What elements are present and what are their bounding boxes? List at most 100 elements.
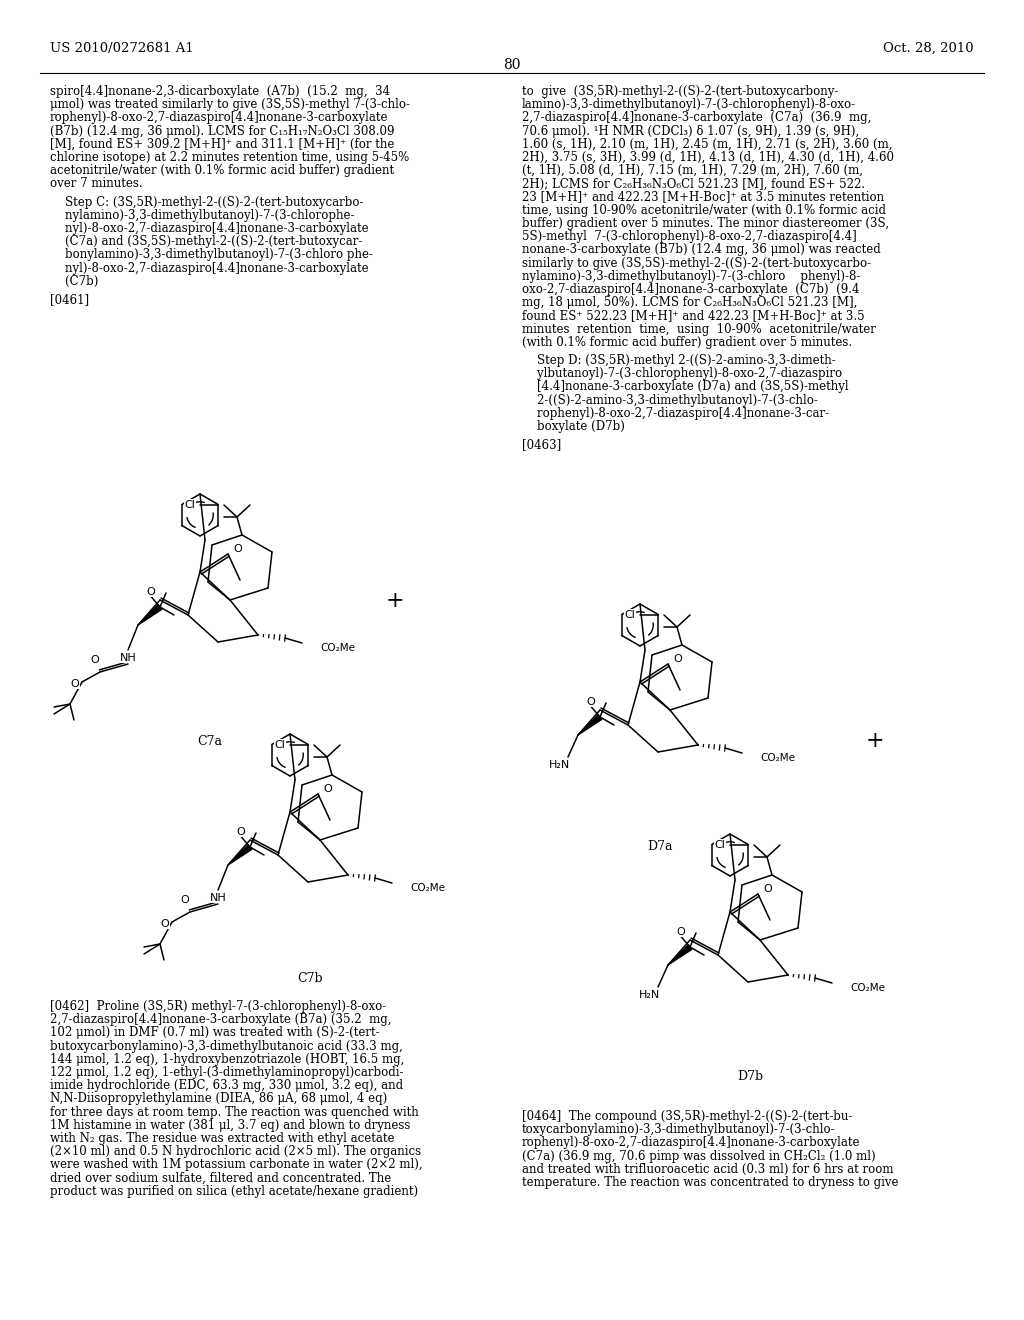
Text: CO₂Me: CO₂Me: [319, 643, 355, 653]
Polygon shape: [228, 845, 252, 865]
Text: 2H), 3.75 (s, 3H), 3.99 (d, 1H), 4.13 (d, 1H), 4.30 (d, 1H), 4.60: 2H), 3.75 (s, 3H), 3.99 (d, 1H), 4.13 (d…: [522, 150, 894, 164]
Text: O: O: [764, 884, 772, 894]
Text: rophenyl)-8-oxo-2,7-diazaspiro[4.4]nonane-3-car-: rophenyl)-8-oxo-2,7-diazaspiro[4.4]nonan…: [522, 407, 829, 420]
Text: spiro[4.4]nonane-2,3-dicarboxylate  (A7b)  (15.2  mg,  34: spiro[4.4]nonane-2,3-dicarboxylate (A7b)…: [50, 84, 390, 98]
Text: O: O: [146, 587, 156, 597]
Text: 23 [M+H]⁺ and 422.23 [M+H-Boc]⁺ at 3.5 minutes retention: 23 [M+H]⁺ and 422.23 [M+H-Boc]⁺ at 3.5 m…: [522, 190, 884, 203]
Text: +: +: [386, 590, 404, 612]
Text: rophenyl)-8-oxo-2,7-diazaspiro[4.4]nonane-3-carboxylate: rophenyl)-8-oxo-2,7-diazaspiro[4.4]nonan…: [50, 111, 388, 124]
Text: minutes  retention  time,  using  10-90%  acetonitrile/water: minutes retention time, using 10-90% ace…: [522, 322, 876, 335]
Text: with N₂ gas. The residue was extracted with ethyl acetate: with N₂ gas. The residue was extracted w…: [50, 1133, 394, 1144]
Text: CO₂Me: CO₂Me: [760, 752, 795, 763]
Text: to  give  (3S,5R)-methyl-2-((S)-2-(tert-butoxycarbony-: to give (3S,5R)-methyl-2-((S)-2-(tert-bu…: [522, 84, 839, 98]
Text: μmol) was treated similarly to give (3S,5S)-methyl 7-(3-chlo-: μmol) was treated similarly to give (3S,…: [50, 98, 410, 111]
Text: H₂N: H₂N: [639, 990, 660, 1001]
Text: acetonitrile/water (with 0.1% formic acid buffer) gradient: acetonitrile/water (with 0.1% formic aci…: [50, 164, 394, 177]
Text: 144 μmol, 1.2 eq), 1-hydroxybenzotriazole (HOBT, 16.5 mg,: 144 μmol, 1.2 eq), 1-hydroxybenzotriazol…: [50, 1053, 404, 1065]
Text: buffer) gradient over 5 minutes. The minor diastereomer (3S,: buffer) gradient over 5 minutes. The min…: [522, 216, 889, 230]
Text: (t, 1H), 5.08 (d, 1H), 7.15 (m, 1H), 7.29 (m, 2H), 7.60 (m,: (t, 1H), 5.08 (d, 1H), 7.15 (m, 1H), 7.2…: [522, 164, 863, 177]
Text: O: O: [71, 678, 80, 689]
Polygon shape: [668, 945, 692, 965]
Text: D7b: D7b: [737, 1071, 763, 1082]
Text: CO₂Me: CO₂Me: [850, 983, 885, 993]
Polygon shape: [138, 605, 162, 624]
Text: [0461]: [0461]: [50, 293, 89, 306]
Text: [0463]: [0463]: [522, 438, 561, 451]
Text: C7b: C7b: [297, 972, 323, 985]
Text: similarly to give (3S,5S)-methyl-2-((S)-2-(tert-butoxycarbo-: similarly to give (3S,5S)-methyl-2-((S)-…: [522, 256, 871, 269]
Text: (B7b) (12.4 mg, 36 μmol). LCMS for C₁₅H₁₇N₂O₃Cl 308.09: (B7b) (12.4 mg, 36 μmol). LCMS for C₁₅H₁…: [50, 124, 394, 137]
Text: NH: NH: [210, 894, 226, 903]
Text: US 2010/0272681 A1: US 2010/0272681 A1: [50, 42, 194, 55]
Text: [0462]  Proline (3S,5R) methyl-7-(3-chlorophenyl)-8-oxo-: [0462] Proline (3S,5R) methyl-7-(3-chlor…: [50, 1001, 386, 1012]
Text: O: O: [180, 895, 189, 906]
Text: (C7b): (C7b): [50, 275, 98, 288]
Text: CO₂Me: CO₂Me: [410, 883, 445, 894]
Text: lamino)-3,3-dimethylbutanoyl)-7-(3-chlorophenyl)-8-oxo-: lamino)-3,3-dimethylbutanoyl)-7-(3-chlor…: [522, 98, 856, 111]
Text: were washed with 1M potassium carbonate in water (2×2 ml),: were washed with 1M potassium carbonate …: [50, 1159, 423, 1171]
Text: dried over sodium sulfate, filtered and concentrated. The: dried over sodium sulfate, filtered and …: [50, 1172, 391, 1184]
Text: nylamino)-3,3-dimethylbutanoyl)-7-(3-chlorophe-: nylamino)-3,3-dimethylbutanoyl)-7-(3-chl…: [50, 209, 354, 222]
Text: bonylamino)-3,3-dimethylbutanoyl)-7-(3-chloro phe-: bonylamino)-3,3-dimethylbutanoyl)-7-(3-c…: [50, 248, 373, 261]
Text: 5S)-methyl  7-(3-chlorophenyl)-8-oxo-2,7-diazaspiro[4.4]: 5S)-methyl 7-(3-chlorophenyl)-8-oxo-2,7-…: [522, 230, 857, 243]
Text: Cl: Cl: [715, 840, 726, 850]
Text: O: O: [233, 544, 243, 554]
Text: Cl: Cl: [184, 499, 196, 510]
Text: ylbutanoyl)-7-(3-chlorophenyl)-8-oxo-2,7-diazaspiro: ylbutanoyl)-7-(3-chlorophenyl)-8-oxo-2,7…: [522, 367, 842, 380]
Polygon shape: [578, 714, 602, 735]
Text: H₂N: H₂N: [549, 760, 570, 770]
Text: 70.6 μmol). ¹H NMR (CDCl₃) δ 1.07 (s, 9H), 1.39 (s, 9H),: 70.6 μmol). ¹H NMR (CDCl₃) δ 1.07 (s, 9H…: [522, 124, 859, 137]
Text: time, using 10-90% acetonitrile/water (with 0.1% formic acid: time, using 10-90% acetonitrile/water (w…: [522, 203, 886, 216]
Text: oxo-2,7-diazaspiro[4.4]nonane-3-carboxylate  (C7b)  (9.4: oxo-2,7-diazaspiro[4.4]nonane-3-carboxyl…: [522, 282, 859, 296]
Text: over 7 minutes.: over 7 minutes.: [50, 177, 142, 190]
Text: (C7a) and (3S,5S)-methyl-2-((S)-2-(tert-butoxycar-: (C7a) and (3S,5S)-methyl-2-((S)-2-(tert-…: [50, 235, 362, 248]
Text: Oct. 28, 2010: Oct. 28, 2010: [884, 42, 974, 55]
Text: [0464]  The compound (3S,5R)-methyl-2-((S)-2-(tert-bu-: [0464] The compound (3S,5R)-methyl-2-((S…: [522, 1110, 852, 1123]
Text: imide hydrochloride (EDC, 63.3 mg, 330 μmol, 3.2 eq), and: imide hydrochloride (EDC, 63.3 mg, 330 μ…: [50, 1080, 403, 1092]
Text: 2H); LCMS for C₂₆H₃₆N₃O₆Cl 521.23 [M], found ES+ 522.: 2H); LCMS for C₂₆H₃₆N₃O₆Cl 521.23 [M], f…: [522, 177, 865, 190]
Text: O: O: [324, 784, 333, 795]
Text: product was purified on silica (ethyl acetate/hexane gradient): product was purified on silica (ethyl ac…: [50, 1185, 418, 1197]
Text: D7a: D7a: [647, 840, 673, 853]
Text: butoxycarbonylamino)-3,3-dimethylbutanoic acid (33.3 mg,: butoxycarbonylamino)-3,3-dimethylbutanoi…: [50, 1040, 402, 1052]
Text: 2-((S)-2-amino-3,3-dimethylbutanoyl)-7-(3-chlo-: 2-((S)-2-amino-3,3-dimethylbutanoyl)-7-(…: [522, 393, 818, 407]
Text: O: O: [674, 653, 682, 664]
Text: (2×10 ml) and 0.5 N hydrochloric acid (2×5 ml). The organics: (2×10 ml) and 0.5 N hydrochloric acid (2…: [50, 1146, 421, 1158]
Text: Step C: (3S,5R)-methyl-2-((S)-2-(tert-butoxycarbo-: Step C: (3S,5R)-methyl-2-((S)-2-(tert-bu…: [50, 195, 364, 209]
Text: 1.60 (s, 1H), 2.10 (m, 1H), 2.45 (m, 1H), 2.71 (s, 2H), 3.60 (m,: 1.60 (s, 1H), 2.10 (m, 1H), 2.45 (m, 1H)…: [522, 137, 893, 150]
Text: found ES⁺ 522.23 [M+H]⁺ and 422.23 [M+H-Boc]⁺ at 3.5: found ES⁺ 522.23 [M+H]⁺ and 422.23 [M+H-…: [522, 309, 864, 322]
Text: O: O: [161, 919, 169, 929]
Text: toxycarbonylamino)-3,3-dimethylbutanoyl)-7-(3-chlo-: toxycarbonylamino)-3,3-dimethylbutanoyl)…: [522, 1123, 836, 1137]
Text: O: O: [677, 927, 685, 937]
Text: (C7a) (36.9 mg, 70.6 pimp was dissolved in CH₂Cl₂ (1.0 ml): (C7a) (36.9 mg, 70.6 pimp was dissolved …: [522, 1150, 876, 1163]
Text: Step D: (3S,5R)-methyl 2-((S)-2-amino-3,3-dimeth-: Step D: (3S,5R)-methyl 2-((S)-2-amino-3,…: [522, 354, 836, 367]
Text: for three days at room temp. The reaction was quenched with: for three days at room temp. The reactio…: [50, 1106, 419, 1118]
Text: 80: 80: [503, 58, 521, 73]
Text: boxylate (D7b): boxylate (D7b): [522, 420, 625, 433]
Text: Cl: Cl: [625, 610, 636, 619]
Text: and treated with trifluoroacetic acid (0.3 ml) for 6 hrs at room: and treated with trifluoroacetic acid (0…: [522, 1163, 894, 1176]
Text: N,N-Diisopropylethylamine (DIEA, 86 μA, 68 μmol, 4 eq): N,N-Diisopropylethylamine (DIEA, 86 μA, …: [50, 1093, 387, 1105]
Text: O: O: [237, 828, 246, 837]
Text: nonane-3-carboxylate (B7b) (12.4 mg, 36 μmol) was reacted: nonane-3-carboxylate (B7b) (12.4 mg, 36 …: [522, 243, 881, 256]
Text: C7a: C7a: [198, 735, 222, 748]
Text: (with 0.1% formic acid buffer) gradient over 5 minutes.: (with 0.1% formic acid buffer) gradient …: [522, 335, 852, 348]
Text: [4.4]nonane-3-carboxylate (D7a) and (3S,5S)-methyl: [4.4]nonane-3-carboxylate (D7a) and (3S,…: [522, 380, 849, 393]
Text: 102 μmol) in DMF (0.7 ml) was treated with (S)-2-(tert-: 102 μmol) in DMF (0.7 ml) was treated wi…: [50, 1027, 380, 1039]
Text: O: O: [587, 697, 595, 708]
Text: 1M histamine in water (381 μl, 3.7 eq) and blown to dryness: 1M histamine in water (381 μl, 3.7 eq) a…: [50, 1119, 411, 1131]
Text: nyl)-8-oxo-2,7-diazaspiro[4.4]nonane-3-carboxylate: nyl)-8-oxo-2,7-diazaspiro[4.4]nonane-3-c…: [50, 222, 369, 235]
Text: rophenyl)-8-oxo-2,7-diazaspiro[4.4]nonane-3-carboxylate: rophenyl)-8-oxo-2,7-diazaspiro[4.4]nonan…: [522, 1137, 860, 1150]
Text: chlorine isotope) at 2.2 minutes retention time, using 5-45%: chlorine isotope) at 2.2 minutes retenti…: [50, 150, 410, 164]
Text: +: +: [865, 730, 885, 752]
Text: 122 μmol, 1.2 eq), 1-ethyl-(3-dimethylaminopropyl)carbodi-: 122 μmol, 1.2 eq), 1-ethyl-(3-dimethylam…: [50, 1067, 403, 1078]
Text: nyl)-8-oxo-2,7-diazaspiro[4.4]nonane-3-carboxylate: nyl)-8-oxo-2,7-diazaspiro[4.4]nonane-3-c…: [50, 261, 369, 275]
Text: O: O: [91, 655, 99, 665]
Text: temperature. The reaction was concentrated to dryness to give: temperature. The reaction was concentrat…: [522, 1176, 898, 1189]
Text: 2,7-diazaspiro[4.4]nonane-3-carboxylate  (C7a)  (36.9  mg,: 2,7-diazaspiro[4.4]nonane-3-carboxylate …: [522, 111, 871, 124]
Text: mg, 18 μmol, 50%). LCMS for C₂₆H₃₆N₃O₆Cl 521.23 [M],: mg, 18 μmol, 50%). LCMS for C₂₆H₃₆N₃O₆Cl…: [522, 296, 857, 309]
Text: [M], found ES+ 309.2 [M+H]⁺ and 311.1 [M+H]⁺ (for the: [M], found ES+ 309.2 [M+H]⁺ and 311.1 [M…: [50, 137, 394, 150]
Text: Cl: Cl: [274, 739, 286, 750]
Text: nylamino)-3,3-dimethylbutanoyl)-7-(3-chloro    phenyl)-8-: nylamino)-3,3-dimethylbutanoyl)-7-(3-chl…: [522, 269, 860, 282]
Text: NH: NH: [120, 653, 136, 663]
